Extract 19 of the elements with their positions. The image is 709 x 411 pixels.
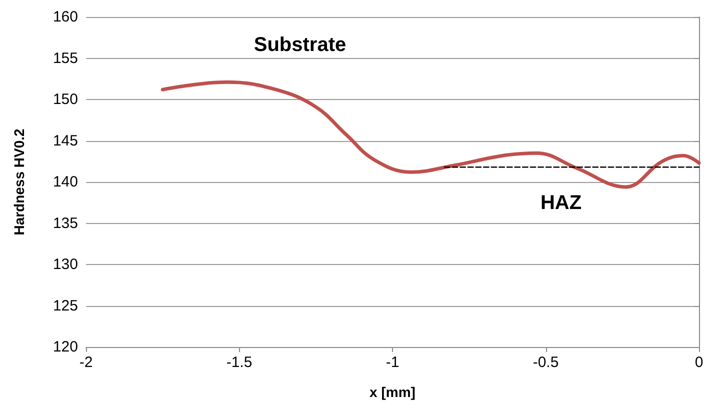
x-tick-label: 0 xyxy=(694,354,704,371)
x-tick-label: -1.5 xyxy=(226,354,252,371)
x-tick-label: -1 xyxy=(386,354,400,371)
annotation: HAZ xyxy=(540,192,582,214)
line-series xyxy=(160,80,701,189)
y-tick-label: 145 xyxy=(52,132,78,150)
y-tick-label: 135 xyxy=(52,214,78,232)
y-tick-label: 150 xyxy=(52,91,78,108)
x-axis-title: x [mm] xyxy=(370,384,416,400)
y-tick-label: 140 xyxy=(52,174,78,190)
x-tick-label: -0.5 xyxy=(532,354,559,371)
y-tick-label: 155 xyxy=(52,50,78,67)
x-tick-label: -2 xyxy=(79,354,93,371)
y-tick-label: 130 xyxy=(52,256,78,273)
y-axis-title: Hardness HV0.2 xyxy=(11,128,27,236)
y-tick-label: 125 xyxy=(52,297,78,314)
y-tick-label: 120 xyxy=(52,338,78,356)
annotation: Substrate xyxy=(254,34,346,56)
y-tick-label: 160 xyxy=(52,8,78,26)
